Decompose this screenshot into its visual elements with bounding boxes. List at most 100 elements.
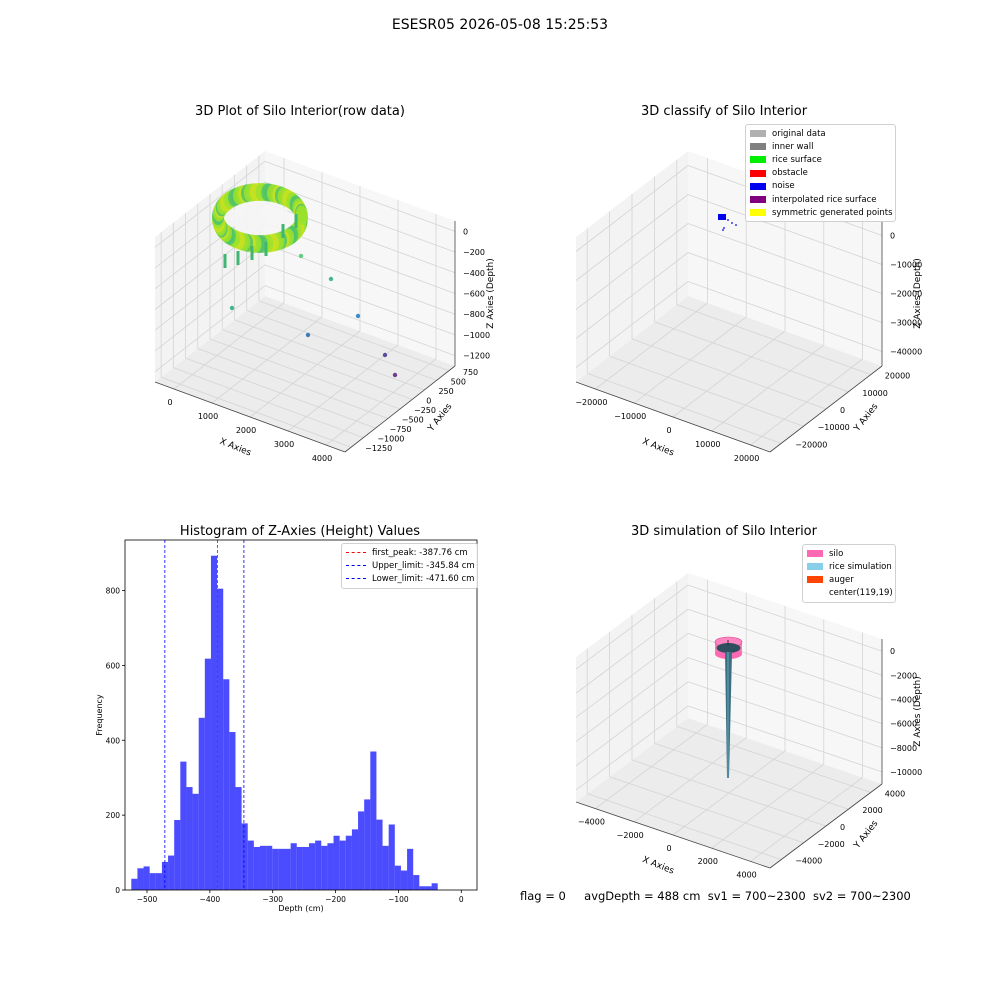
x-tick-label: 0 [459,895,464,904]
legend-swatch [750,130,766,138]
raw-point-cluster [295,207,308,226]
z-axis-label: Z Axies (Depth) [913,676,923,747]
grid-line [154,161,266,248]
grid-line [575,705,689,791]
raw-3d-axes: 010002000300040007505002500−250−500−750−… [154,151,496,463]
x-tick-label: 2000 [698,857,718,866]
y-axis-line [344,365,456,453]
y-tick-label: −20000 [795,440,827,449]
rice-surface [716,643,741,653]
histogram-bar [315,840,322,890]
legend-entry: inner wall [750,140,891,153]
grid-line [687,608,883,676]
histogram-bar [174,820,181,890]
legend-label: Lower_limit: -471.60 cm [372,573,475,584]
z-tick-label: −400 [463,269,485,278]
x-tick-label: −4000 [578,818,605,827]
legend-entry: rice surface [750,153,891,166]
y-tick-label: 0 [840,823,845,832]
histogram-bar [382,845,389,890]
histogram-bar [210,555,218,890]
y-tick-label: 750 [463,368,478,377]
grid-line [575,584,689,670]
y-tick-label: −10000 [818,423,850,432]
histogram-bar [155,873,162,890]
legend-label: first_peak: -387.76 cm [372,547,468,558]
grid-line [264,243,456,315]
legend-swatch [750,169,766,177]
histogram-bar [327,843,334,890]
legend-label: rice surface [772,154,822,165]
histogram-bar [413,875,420,890]
grid-line [587,373,782,444]
y-axis-line [769,365,883,453]
legend-swatch [807,576,823,584]
grid-line [575,165,689,252]
histogram-bar [345,835,352,890]
simulation-3d-axes: −4000−2000020004000400020000−2000−40000−… [575,573,923,879]
raw-outlier-point [355,313,361,319]
grid-line [246,309,437,381]
histogram-bar [198,717,205,890]
grid-line [154,243,266,331]
grid-line [687,681,883,749]
histogram-bar [192,793,199,890]
y-axis-line [769,783,883,869]
legend-entry: noise [750,180,891,193]
legend-label: rice simulation [829,561,892,572]
x-axis-label: Depth (cm) [278,904,323,913]
legend-entry: obstacle [750,167,891,180]
x-axis-line [154,381,346,453]
grid-line [160,376,352,448]
grid-line [575,633,689,718]
y-tick-label: 0 [426,396,431,405]
x-tick-label: −2000 [617,831,644,840]
grid-line [575,608,689,694]
noise-point [727,219,729,221]
legend-swatch [807,589,823,597]
legend-swatch [750,182,766,190]
legend-label: center(119,19) [829,588,893,599]
noise-point [731,222,733,224]
y-tick-label: 2000 [862,806,882,815]
y-tick-label: 250 [438,387,453,396]
legend-entry: auger [807,573,891,586]
noise-point-cluster [718,214,726,220]
legend-entry: first_peak: -387.76 cm [346,546,473,559]
legend-entry: symmetric generated points [750,206,893,219]
grid-line [209,338,401,410]
y-tick-label: 600 [106,661,121,670]
grid-line [609,355,804,427]
grid-line [264,181,456,253]
grid-line [687,194,883,265]
z-tick-label: −10000 [890,261,922,270]
histogram-bar [351,829,359,890]
x-tick-label: 2000 [236,426,256,435]
histogram-bar [364,799,371,890]
status-line: flag = 0 avgDepth = 488 cm sv1 = 700~230… [520,889,911,903]
y-tick-label: −750 [390,425,412,434]
histogram-bar [400,870,408,890]
histogram-bar [296,846,303,890]
histogram-title: Histogram of Z-Axies (Height) Values [179,524,421,539]
noise-point [722,229,724,231]
grid-line [654,742,849,810]
x-tick-label: 0 [666,426,671,435]
legend-swatch [750,143,766,151]
z-tick-label: −4000 [890,695,917,704]
legend-label: Upper_limit: -345.84 cm [372,560,475,571]
x-tick-label: 0 [167,398,172,407]
z-tick-label: 0 [463,227,468,236]
histogram-legend: first_peak: -387.76 cm Upper_limit: -345… [341,543,478,589]
grid-line [631,759,827,827]
legend-line [346,565,366,567]
x-tick-label: −500 [137,895,158,904]
grid-line [575,657,689,742]
z-tick-label: −1200 [463,352,490,361]
z-tick-label: 0 [890,232,895,241]
y-axis-label: Y Axies [852,402,881,435]
status-sv1: sv1 = 700~2300 [707,889,806,903]
legend-label: interpolated rice surface [772,194,877,205]
histogram-bar [131,878,138,890]
